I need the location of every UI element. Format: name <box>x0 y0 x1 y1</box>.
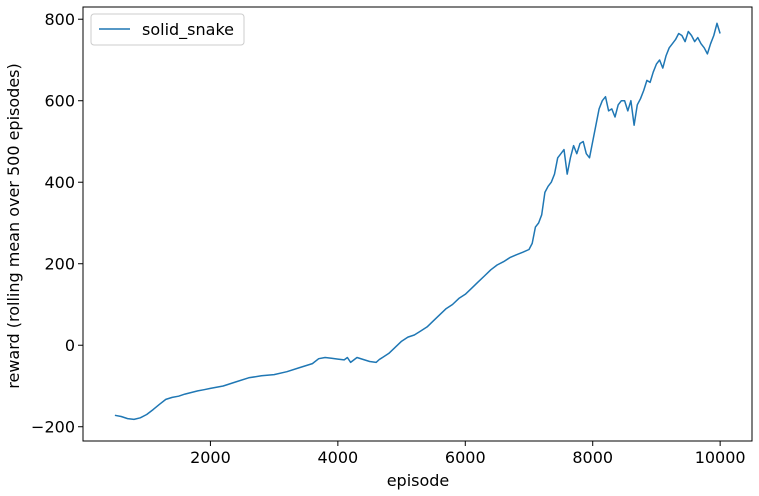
series-line-solid-snake <box>114 22 721 421</box>
x-tick-label: 6000 <box>445 448 486 467</box>
y-tick-label: 800 <box>44 10 75 29</box>
x-axis-label: episode <box>387 471 450 490</box>
y-axis-label: reward (rolling mean over 500 episodes) <box>4 63 23 388</box>
x-tick-label: 2000 <box>190 448 231 467</box>
y-tick-label: −200 <box>31 418 75 437</box>
ticks-layer: 2000 4000 6000 8000 10000 −200 0 200 400 600 800 <box>31 10 746 467</box>
y-tick-label: 400 <box>44 173 75 192</box>
axes-layer <box>82 6 753 442</box>
y-tick-label: 0 <box>65 336 75 355</box>
legend-label-solid-snake: solid_snake <box>142 20 234 40</box>
legend: solid_snake <box>90 13 245 46</box>
y-tick-label: 200 <box>44 255 75 274</box>
legend-box <box>90 13 245 46</box>
x-tick-label: 4000 <box>317 448 358 467</box>
y-tick-label: 600 <box>44 92 75 111</box>
x-tick-label: 10000 <box>695 448 746 467</box>
x-tick-label: 8000 <box>572 448 613 467</box>
axes-frame <box>82 6 753 442</box>
series-layer <box>114 22 721 421</box>
